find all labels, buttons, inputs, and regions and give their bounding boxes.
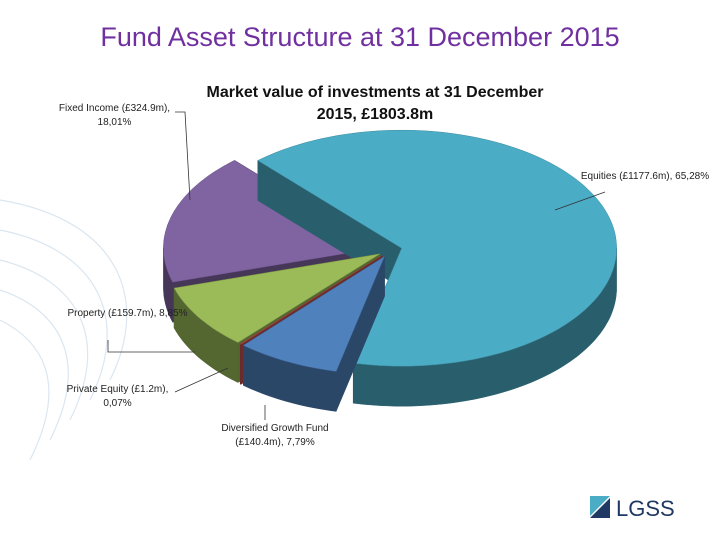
- slice: [173, 253, 381, 343]
- data-label: Equities (£1177.6m), 65,28%: [580, 171, 710, 182]
- leader-line: [175, 111, 191, 201]
- slice: [257, 129, 617, 367]
- slice: [242, 255, 386, 372]
- logo-text: LGSS: [616, 496, 675, 521]
- data-label: Property (£159.7m), 8,85%: [67, 308, 188, 319]
- data-label: Private Equity (£1.2m), 0,07%: [66, 384, 169, 409]
- leader-line: [554, 191, 606, 211]
- slice: [239, 255, 383, 345]
- slice-side: [239, 343, 242, 385]
- slide-title: Fund Asset Structure at 31 December 2015: [100, 22, 619, 52]
- chart-title: Market value of investments at 31 Decemb…: [206, 84, 544, 123]
- data-label: Diversified Growth Fund (£140.4m), 7,79%: [221, 423, 329, 448]
- leader-line: [107, 340, 195, 353]
- background-swoosh: [0, 199, 128, 461]
- slice: [163, 160, 380, 283]
- leader-line: [174, 367, 229, 393]
- logo: LGSS: [590, 496, 675, 521]
- pie: [163, 129, 617, 412]
- data-label: Fixed Income (£324.9m), 18,01%: [58, 103, 171, 128]
